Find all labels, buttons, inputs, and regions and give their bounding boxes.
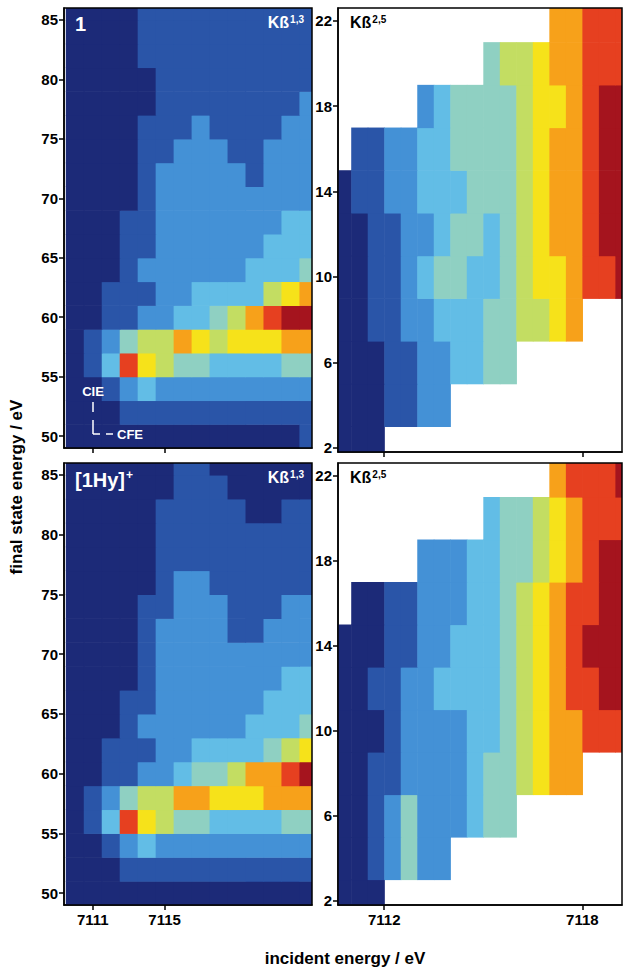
svg-text:55: 55: [41, 368, 58, 385]
svg-text:85: 85: [41, 11, 58, 28]
svg-text:Kß: Kß: [268, 14, 290, 31]
svg-text:70: 70: [41, 646, 58, 663]
svg-text:1: 1: [75, 13, 86, 35]
svg-text:7112: 7112: [368, 911, 401, 928]
svg-text:2: 2: [324, 439, 332, 456]
svg-text:7115: 7115: [148, 911, 181, 928]
svg-text:6: 6: [324, 354, 332, 371]
svg-text:80: 80: [41, 526, 58, 543]
svg-text:75: 75: [41, 130, 58, 147]
svg-text:10: 10: [315, 722, 332, 739]
svg-text:18: 18: [315, 552, 332, 569]
svg-text:50: 50: [41, 885, 58, 902]
svg-text:50: 50: [41, 428, 58, 445]
svg-text:14: 14: [315, 183, 332, 200]
svg-text:CIE: CIE: [82, 384, 104, 399]
svg-text:final state energy / eV: final state energy / eV: [7, 399, 26, 574]
svg-text:60: 60: [41, 765, 58, 782]
svg-text:7111: 7111: [77, 911, 109, 928]
svg-text:18: 18: [315, 98, 332, 115]
svg-text:7118: 7118: [566, 911, 599, 928]
svg-text:70: 70: [41, 190, 58, 207]
svg-text:55: 55: [41, 825, 58, 842]
svg-text:60: 60: [41, 309, 58, 326]
svg-text:65: 65: [41, 705, 58, 722]
svg-text:CFE: CFE: [117, 427, 143, 442]
svg-text:incident energy / eV: incident energy / eV: [265, 949, 426, 968]
svg-text:10: 10: [315, 268, 332, 285]
svg-text:1,3: 1,3: [290, 14, 304, 25]
svg-text:Kß: Kß: [350, 469, 372, 486]
svg-text:80: 80: [41, 71, 58, 88]
svg-text:1,3: 1,3: [290, 469, 304, 480]
svg-text:22: 22: [315, 12, 332, 29]
svg-text:75: 75: [41, 586, 58, 603]
svg-text:85: 85: [41, 466, 58, 483]
svg-text:2,5: 2,5: [372, 469, 386, 480]
svg-text:2,5: 2,5: [372, 14, 386, 25]
svg-text:6: 6: [324, 807, 332, 824]
svg-text:+: +: [126, 468, 133, 482]
svg-text:14: 14: [315, 637, 332, 654]
svg-text:Kß: Kß: [350, 14, 372, 31]
svg-text:Kß: Kß: [268, 469, 290, 486]
svg-text:65: 65: [41, 249, 58, 266]
svg-text:22: 22: [315, 467, 332, 484]
svg-text:[1Hy]: [1Hy]: [75, 469, 125, 491]
svg-text:2: 2: [324, 892, 332, 909]
